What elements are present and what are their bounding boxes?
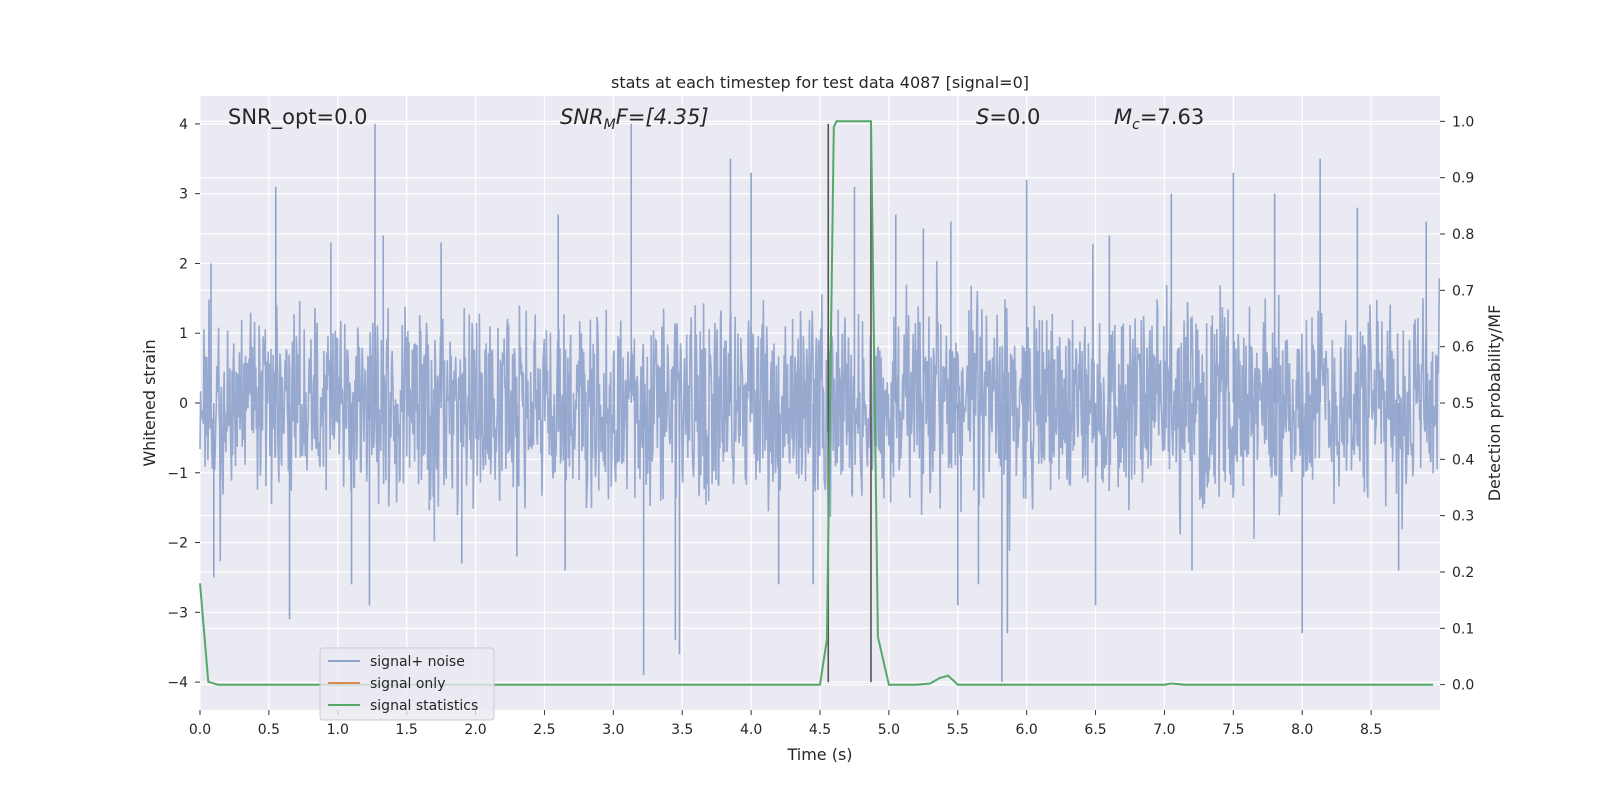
y2-axis-label: Detection probability/MF: [1485, 305, 1504, 502]
x-tick-label: 8.0: [1291, 722, 1313, 738]
s-label: S: [976, 105, 989, 129]
y-axis-label: Whitened strain: [140, 339, 159, 466]
y2-tick-label: 0.0: [1452, 678, 1474, 694]
y2-tick-label: 0.1: [1452, 621, 1474, 637]
y-tick-label: −3: [167, 605, 188, 621]
x-tick-label: 5.0: [878, 722, 900, 738]
snr-mf-annotation: SNRMF=[4.35]: [560, 105, 709, 133]
snr-mf-tail: F=[4.35]: [616, 105, 709, 129]
x-tick-label: 2.0: [464, 722, 486, 738]
s-value: =0.0: [989, 105, 1040, 129]
y2-tick-label: 0.7: [1452, 283, 1474, 299]
legend-label-statistics: signal statistics: [370, 698, 478, 714]
y-tick-label: 0: [179, 396, 188, 412]
x-tick-label: 6.5: [1084, 722, 1106, 738]
y-tick-label: 1: [179, 326, 188, 342]
legend-label-signal: signal only: [370, 676, 445, 692]
y2-tick-label: 0.3: [1452, 509, 1474, 525]
x-tick-label: 1.0: [327, 722, 349, 738]
x-tick-label: 8.5: [1360, 722, 1382, 738]
y2-tick-label: 0.8: [1452, 227, 1474, 243]
noise-trace: [199, 243, 1441, 562]
s-annotation: S=0.0: [976, 105, 1040, 129]
x-ticks: 0.0 0.5 1.0 1.5 2.0 2.5 3.0 3.5 4.0 4.5 5.0 5.5 6.0 6…: [189, 710, 1382, 738]
x-axis-label: Time (s): [786, 745, 852, 764]
x-tick-label: 5.5: [947, 722, 969, 738]
mc-value: =7.63: [1140, 105, 1204, 129]
x-tick-label: 7.5: [1222, 722, 1244, 738]
snr-mf-sub: M: [604, 117, 616, 133]
y-tick-label: −1: [167, 466, 188, 482]
snr-mf-base: SNR: [560, 105, 604, 129]
y-tick-label: −4: [167, 675, 188, 691]
legend-box: [319, 647, 495, 721]
x-tick-label: 3.5: [671, 722, 693, 738]
x-tick-label: 3.0: [602, 722, 624, 738]
y-tick-label: 3: [179, 187, 188, 203]
x-tick-label: 4.5: [809, 722, 831, 738]
y-tick-label: 4: [179, 117, 188, 133]
y2-ticks: 1.0 0.9 0.8 0.7 0.6 0.5 0.4 0.3 0.2 0.1 0.0: [1440, 114, 1474, 694]
legend-label-noise: signal+ noise: [370, 654, 465, 670]
x-tick-label: 1.5: [396, 722, 418, 738]
mc-base: M: [1114, 105, 1132, 129]
chart-title: stats at each timestep for test data 408…: [611, 73, 1029, 92]
x-tick-label: 0.0: [189, 722, 211, 738]
snr-opt-annotation: SNR_opt=0.0: [228, 105, 368, 130]
legend: signal+ noise signal only signal statist…: [319, 647, 495, 721]
y2-tick-label: 0.9: [1452, 171, 1474, 187]
mc-sub: c: [1132, 117, 1140, 133]
y-tick-label: −2: [167, 536, 188, 552]
y2-tick-label: 0.2: [1452, 565, 1474, 581]
x-tick-label: 6.0: [1016, 722, 1038, 738]
x-tick-label: 7.0: [1153, 722, 1175, 738]
noise-series: [199, 123, 1441, 683]
y-ticks: 4 3 2 1 0 −1 −2 −3 −4: [167, 117, 200, 691]
y2-tick-label: 0.6: [1452, 340, 1474, 356]
x-tick-label: 2.5: [533, 722, 555, 738]
x-tick-label: 0.5: [258, 722, 280, 738]
mc-annotation: Mc=7.63: [1114, 105, 1204, 133]
y-tick-label: 2: [179, 256, 188, 272]
x-tick-label: 4.0: [740, 722, 762, 738]
y2-tick-label: 0.5: [1452, 396, 1474, 412]
y2-tick-label: 0.4: [1452, 452, 1474, 468]
y2-tick-label: 1.0: [1452, 114, 1474, 130]
